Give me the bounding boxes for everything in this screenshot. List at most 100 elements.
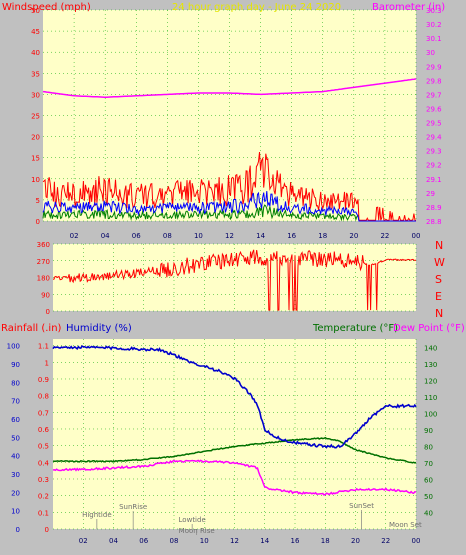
humidity-tick-label: 50 [11, 434, 20, 442]
hour-tick-label: 10 [200, 537, 209, 545]
humidity-tick-label: 60 [11, 416, 20, 424]
hour-tick-label: 16 [291, 537, 300, 545]
rain-tick-label: 0.2 [38, 493, 49, 501]
hour-tick-label: 18 [318, 232, 327, 240]
temperature-axis-title: Temperature (°F) [312, 323, 398, 334]
barometer-tick-label: 29.8 [426, 77, 442, 85]
humidity-tick-label: 10 [11, 508, 20, 516]
temperature-plot-area [53, 339, 416, 529]
dir-letter-s: S [435, 273, 442, 286]
dir-letter-e: E [435, 290, 442, 303]
rain-tick-label: 1.1 [38, 343, 49, 351]
event-label: SunSet [349, 502, 374, 510]
humidity-tick-label: 100 [7, 343, 20, 351]
hour-tick-label: 20 [349, 232, 358, 240]
hour-tick-label: 04 [101, 232, 110, 240]
wind-tick-label: 20 [31, 134, 40, 142]
barometer-tick-label: 30.1 [426, 35, 442, 43]
direction-tick-label: 180 [37, 275, 50, 283]
temperature-tick-label: 90 [424, 427, 433, 435]
humidity-tick-label: 0 [16, 526, 20, 534]
barometer-tick-label: 30.3 [426, 7, 442, 15]
humidity-tick-label: 80 [11, 379, 20, 387]
direction-plot-grid [53, 243, 417, 312]
temperature-tick-label: 80 [424, 443, 433, 451]
direction-tick-label: 90 [41, 291, 50, 299]
hour-tick-label: 00 [412, 537, 421, 545]
wind-tick-label: 35 [31, 70, 40, 78]
barometer-tick-label: 28.9 [426, 204, 442, 212]
hour-tick-label: 14 [260, 537, 269, 545]
wind-tick-label: 0 [36, 218, 40, 226]
temperature-tick-label: 60 [424, 476, 433, 484]
direction-tick-label: 270 [37, 258, 50, 266]
chart-title: 24 hour graph day - June 24 2020 [172, 2, 341, 13]
event-label: Moon Set [389, 521, 422, 529]
wind-tick-label: 30 [31, 91, 40, 99]
humidity-axis-title: Humidity (%) [66, 323, 132, 334]
humidity-tick-label: 90 [11, 361, 20, 369]
barometer-tick-label: 29 [426, 190, 435, 198]
humidity-tick-label: 30 [11, 471, 20, 479]
data-series [42, 78, 417, 496]
wind-gust-line [42, 191, 416, 222]
barometer-line [42, 78, 417, 98]
dewpoint-line [52, 459, 417, 496]
wind-direction-line [52, 249, 417, 311]
direction-tick-label: 0 [46, 308, 50, 316]
wind-tick-label: 15 [31, 155, 40, 163]
temperature-tick-label: 100 [424, 410, 437, 418]
rainfall-axis-title: Rainfall (.in) [1, 323, 62, 334]
hour-tick-label: 00 [412, 232, 421, 240]
hour-tick-label: 08 [163, 232, 172, 240]
rain-tick-label: 0.3 [38, 476, 49, 484]
temperature-tick-label: 120 [424, 377, 437, 385]
wind-tick-label: 50 [31, 7, 40, 15]
hour-tick-label: 06 [139, 537, 148, 545]
temperature-tick-label: 130 [424, 361, 437, 369]
hour-tick-label: 16 [287, 232, 296, 240]
hour-tick-label: 22 [380, 232, 389, 240]
direction-tick-label: 360 [37, 241, 50, 249]
event-label: Hightide [82, 511, 112, 519]
hour-tick-label: 06 [132, 232, 141, 240]
humidity-tick-label: 20 [11, 489, 20, 497]
barometer-tick-label: 29.6 [426, 105, 442, 113]
hour-tick-label: 08 [170, 537, 179, 545]
temperature-tick-label: 70 [424, 460, 433, 468]
humidity-tick-label: 40 [11, 453, 20, 461]
event-label: Moon Rise [179, 527, 215, 535]
barometer-tick-label: 29.4 [426, 134, 442, 142]
barometer-tick-label: 29.2 [426, 162, 442, 170]
barometer-tick-label: 29.7 [426, 91, 442, 99]
hour-tick-label: 14 [256, 232, 265, 240]
barometer-tick-label: 29.1 [426, 176, 442, 184]
temperature-tick-label: 140 [424, 344, 437, 352]
temperature-plot-grid [53, 339, 417, 530]
wind-direction-letters: N W S E N [434, 239, 445, 320]
wind-average-line [42, 204, 416, 222]
wind-tick-label: 25 [31, 113, 40, 121]
rain-tick-label: 0.7 [38, 409, 49, 417]
barometer-tick-label: 28.8 [426, 218, 442, 226]
temperature-tick-label: 110 [424, 394, 437, 402]
windspeed-line [42, 151, 416, 221]
hour-tick-label: 02 [79, 537, 88, 545]
axis-tick-labels: 0510152025303540455028.828.92929.129.229… [7, 7, 443, 545]
barometer-tick-label: 29.5 [426, 120, 442, 128]
rain-tick-label: 0 [45, 526, 49, 534]
dir-letter-n-bottom: N [435, 307, 443, 320]
barometer-tick-label: 29.3 [426, 148, 442, 156]
humidity-tick-label: 70 [11, 398, 20, 406]
rain-tick-label: 0.9 [38, 376, 49, 384]
temperature-line [52, 436, 417, 464]
hour-tick-label: 18 [321, 537, 330, 545]
hour-tick-label: 12 [230, 537, 239, 545]
rain-tick-label: 1 [45, 359, 49, 367]
rain-tick-label: 0.6 [38, 426, 50, 434]
wind-tick-label: 10 [31, 176, 40, 184]
dir-letter-w: W [434, 256, 445, 269]
wind-tick-label: 45 [31, 28, 40, 36]
barometer-axis-title: Barometer (in) [372, 2, 445, 13]
